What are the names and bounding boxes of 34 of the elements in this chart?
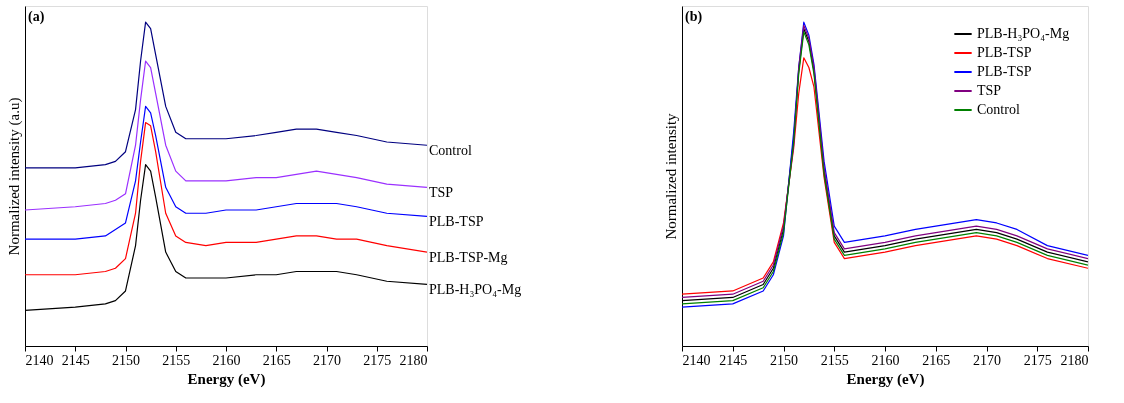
x-tick-label: 2165 — [262, 352, 291, 368]
legend-label: PLB-H₃PO₄-Mg — [977, 26, 1070, 41]
x-tick-label: 2150 — [112, 352, 140, 368]
x-tick-label: 2160 — [212, 352, 241, 368]
legend-label: Control — [977, 102, 1020, 117]
legend-label: PLB-TSP — [977, 45, 1032, 60]
x-tick-label: 2170 — [973, 352, 1001, 368]
x-tick-label: 2175 — [363, 352, 392, 368]
legend-label: PLB-TSP — [977, 64, 1032, 79]
chart-title: (a) — [28, 9, 45, 25]
chart-title: (b) — [685, 9, 703, 25]
x-tick-label: 2170 — [313, 352, 341, 368]
x-tick-label: 2145 — [61, 352, 90, 368]
x-tick-label: 2165 — [922, 352, 951, 368]
x-tick-label: 2155 — [820, 352, 849, 368]
series-label: PLB-H₃PO₄-Mg — [429, 282, 522, 298]
x-tick-label: 2145 — [719, 352, 748, 368]
x-tick-label: 2140 — [25, 352, 54, 368]
x-tick-label: 2180 — [399, 352, 428, 368]
x-tick-label: 2180 — [1060, 352, 1089, 368]
legend-label: TSP — [977, 83, 1002, 98]
series-label: TSP — [429, 185, 454, 201]
x-tick-label: 2150 — [770, 352, 798, 368]
x-tick-label: 2140 — [682, 352, 711, 368]
x-tick-label: 2160 — [871, 352, 900, 368]
x-axis-title: Energy (eV) — [187, 370, 266, 388]
x-axis-title: Energy (eV) — [846, 370, 925, 388]
x-tick-label: 2155 — [162, 352, 191, 368]
y-axis-title: Normalized intensity (a.u) — [5, 97, 23, 256]
series-label: PLB-TSP — [429, 214, 484, 230]
x-tick-label: 2175 — [1023, 352, 1052, 368]
series-label: Control — [429, 143, 472, 159]
y-axis-title: Normalized intensity — [662, 112, 679, 240]
series-label: PLB-TSP-Mg — [429, 250, 508, 266]
